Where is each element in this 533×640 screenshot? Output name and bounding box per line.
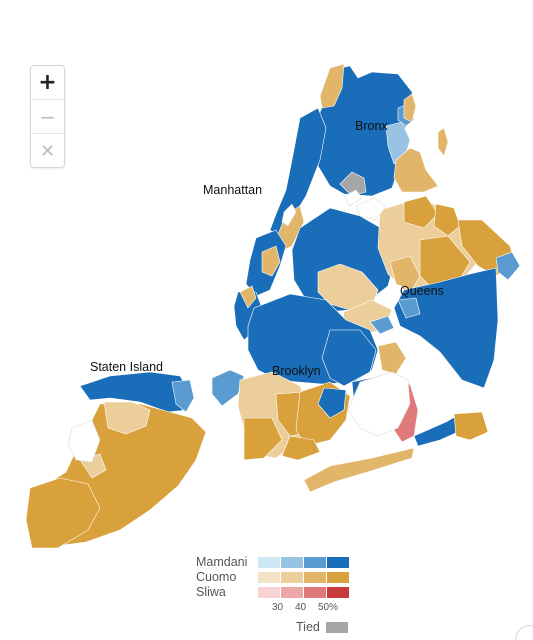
legend-swatch — [304, 586, 326, 598]
queens-jamaica-light — [397, 297, 421, 319]
legend-swatch — [258, 586, 280, 598]
borough-label-manhattan: Manhattan — [203, 183, 263, 197]
brooklyn-marine-park — [317, 387, 347, 419]
brooklyn-coney-island — [303, 447, 415, 493]
queens-north-district-b — [433, 203, 461, 237]
legend-swatch — [304, 571, 326, 583]
minus-icon: − — [39, 104, 56, 129]
bronx-city-island — [437, 127, 449, 157]
plus-icon: + — [38, 70, 57, 95]
legend-swatch — [327, 571, 349, 583]
borough-label-brooklyn: Brooklyn — [272, 364, 321, 378]
legend-tick-label: 30 — [272, 602, 284, 613]
brooklyn-bay-ridge — [243, 417, 283, 461]
legend-tied-swatch — [325, 621, 348, 633]
legend-swatch — [281, 571, 303, 583]
bronx-throgs-neck — [393, 147, 439, 193]
queens-woodhaven — [369, 315, 395, 335]
borough-label-queens: Queens — [400, 284, 444, 298]
borough-label-staten-island: Staten Island — [90, 360, 163, 374]
bronx-district-north — [319, 63, 345, 109]
borough-label-bronx: Bronx — [355, 119, 388, 133]
legend-swatch — [281, 586, 303, 598]
legend-tick-label: 40 — [295, 602, 307, 613]
rockaway-east — [413, 413, 461, 447]
legend-swatch — [258, 556, 280, 568]
queens-howard-beach — [377, 341, 407, 375]
queens-flushing-light — [389, 255, 421, 291]
central-park-hole — [281, 203, 297, 227]
map-legend: Mamdani Cuomo Sliwa 30 40 50% — [196, 555, 350, 616]
brooklyn-south-district-b — [281, 435, 321, 461]
legend-row-mamdani: Mamdani — [196, 555, 350, 569]
staten-island-northeast — [171, 379, 195, 413]
reset-zoom-button[interactable]: ✕ — [31, 134, 64, 168]
zoom-controls: + − ✕ — [30, 65, 65, 168]
legend-ticks: 30 40 50% — [196, 602, 350, 616]
legend-tied-label: Tied — [296, 620, 320, 634]
legend-swatch — [327, 586, 349, 598]
rikers-hole — [343, 189, 363, 207]
manhattan-lower-west — [239, 285, 257, 309]
bronx-district-northeast — [403, 93, 417, 123]
flushing-bay-hole — [355, 197, 387, 221]
staten-island-central-pale — [103, 401, 151, 435]
legend-candidate-name: Mamdani — [196, 555, 248, 569]
legend-row-cuomo: Cuomo — [196, 570, 350, 584]
manhattan-midtown-east — [261, 245, 281, 277]
legend-swatch — [327, 556, 349, 568]
queens-north-district-a — [403, 195, 439, 229]
legend-swatch — [281, 556, 303, 568]
zoom-out-button[interactable]: − — [31, 100, 64, 134]
queens-northeast-light — [495, 251, 521, 281]
staten-island-south — [25, 477, 101, 549]
legend-candidate-name: Sliwa — [196, 585, 226, 599]
jamaica-bay-hole — [347, 371, 411, 437]
legend-swatch — [304, 556, 326, 568]
brooklyn-southwest-light — [211, 369, 245, 407]
zoom-in-button[interactable]: + — [31, 66, 64, 100]
legend-tick-label: 50% — [318, 602, 339, 613]
legend-candidate-name: Cuomo — [196, 570, 237, 584]
legend-row-sliwa: Sliwa — [196, 585, 350, 599]
queens-southeast — [393, 267, 499, 389]
share-button[interactable] — [515, 625, 533, 640]
close-icon: ✕ — [39, 140, 56, 162]
legend-swatch — [258, 571, 280, 583]
legend-tied: Tied — [296, 620, 348, 634]
si-fresh-kills-hole — [67, 419, 101, 463]
rockaway-tip — [453, 411, 489, 441]
brooklyn-central — [321, 329, 377, 387]
